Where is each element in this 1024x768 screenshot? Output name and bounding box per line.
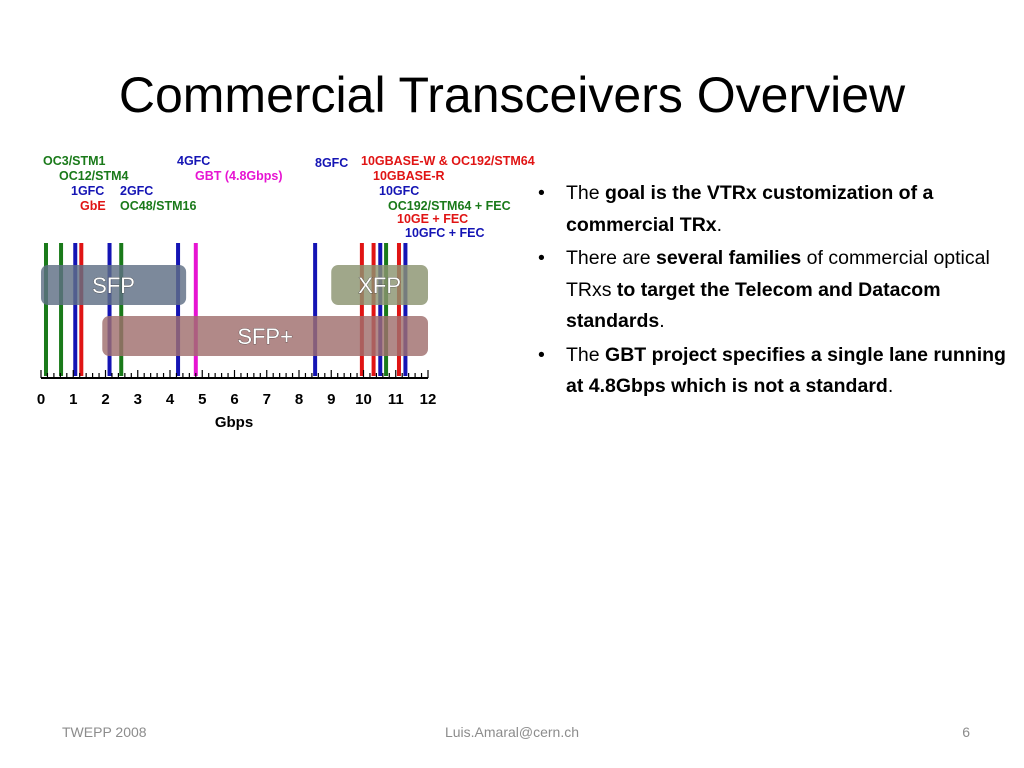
standard-label: 8GFC xyxy=(315,156,348,170)
standard-label: 10GE + FEC xyxy=(397,212,468,226)
x-tick-label: 10 xyxy=(355,391,372,408)
bullet-emphasis-text: to target the Telecom and Datacom standa… xyxy=(566,278,941,333)
x-tick-label: 7 xyxy=(263,391,271,408)
standard-label: 4GFC xyxy=(177,154,210,168)
standard-label: 10GFC xyxy=(379,184,419,198)
x-tick-label: 4 xyxy=(166,391,175,408)
footer-page-number: 6 xyxy=(962,724,970,740)
bullet-text: . xyxy=(659,310,665,332)
bullet-marker: • xyxy=(538,247,545,269)
bullet-text: The xyxy=(566,343,606,366)
form-factor-label: XFP xyxy=(358,273,401,298)
standard-label: OC3/STM1 xyxy=(43,154,106,168)
bullet-text: . xyxy=(887,375,894,397)
x-tick-label: 8 xyxy=(295,391,303,408)
bullet-marker: • xyxy=(538,343,545,366)
x-tick-label: 3 xyxy=(134,391,142,408)
bullet-marker: • xyxy=(538,182,545,204)
bullet-text: The xyxy=(566,182,606,204)
standard-label: 10GFC + FEC xyxy=(405,226,485,240)
slide-title: Commercial Transceivers Overview xyxy=(118,67,906,123)
bullet-item: • There are several families of commercia… xyxy=(536,243,1006,338)
form-factor-band xyxy=(41,265,187,305)
bullet-item: • The GBT project specifies a single lane… xyxy=(536,340,1006,403)
bullet-emphasis-text: goal is the VTRx customization of a comm… xyxy=(566,182,934,236)
x-tick-label: 0 xyxy=(37,391,45,408)
standard-label: 1GFC xyxy=(71,184,104,198)
bullet-text: . xyxy=(716,213,723,236)
form-factor-band xyxy=(102,316,429,356)
x-tick-label: 11 xyxy=(388,391,404,408)
form-factor-label: SFP xyxy=(92,273,135,298)
standard-label: OC192/STM64 + FEC xyxy=(388,199,511,213)
bullet-emphasis-text: several families xyxy=(655,247,802,269)
x-tick-label: 12 xyxy=(420,391,437,408)
bullet-text: of commercial optical TRxs xyxy=(566,247,990,301)
form-factor-label: SFP+ xyxy=(237,324,293,349)
x-tick-label: 6 xyxy=(230,391,238,408)
standard-label: GbE xyxy=(80,199,106,213)
standard-label: GBT (4.8Gbps) xyxy=(195,169,283,183)
standard-label: 10GBASE-W & OC192/STM64 xyxy=(361,154,535,168)
x-axis-label: Gbps xyxy=(215,414,253,431)
standard-label: 2GFC xyxy=(120,184,153,198)
x-tick-label: 1 xyxy=(69,391,77,408)
bullet-emphasis-text: GBT project specifies a single lane runn… xyxy=(566,343,1006,398)
standard-label: OC48/STM16 xyxy=(120,199,196,213)
form-factor-band xyxy=(331,265,428,305)
x-tick-label: 2 xyxy=(101,391,109,408)
x-tick-label: 9 xyxy=(327,391,335,408)
x-tick-label: 5 xyxy=(198,391,206,408)
footer-event: TWEPP 2008 xyxy=(62,724,147,740)
footer-email: Luis.Amaral@cern.ch xyxy=(444,724,580,740)
standard-label: OC12/STM4 xyxy=(59,169,129,183)
standard-label: 10GBASE-R xyxy=(373,169,445,183)
bullet-list: • The goal is the VTRx customization of a… xyxy=(536,178,1006,405)
bullet-item: • The goal is the VTRx customization of a… xyxy=(536,178,1006,241)
bullet-text: There are xyxy=(566,247,656,269)
